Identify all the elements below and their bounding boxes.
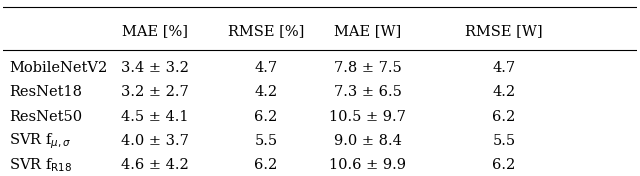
Text: 4.2: 4.2 — [492, 85, 516, 99]
Text: 10.5 ± 9.7: 10.5 ± 9.7 — [329, 109, 406, 124]
Text: 6.2: 6.2 — [492, 158, 516, 172]
Text: 7.8 ± 7.5: 7.8 ± 7.5 — [333, 61, 401, 75]
Text: 4.7: 4.7 — [255, 61, 278, 75]
Text: 9.0 ± 8.4: 9.0 ± 8.4 — [333, 134, 401, 148]
Text: RMSE [W]: RMSE [W] — [465, 25, 543, 39]
Text: 10.6 ± 9.9: 10.6 ± 9.9 — [329, 158, 406, 172]
Text: MAE [W]: MAE [W] — [334, 25, 401, 39]
Text: ResNet50: ResNet50 — [9, 109, 83, 124]
Text: 4.0 ± 3.7: 4.0 ± 3.7 — [121, 134, 189, 148]
Text: 4.6 ± 4.2: 4.6 ± 4.2 — [121, 158, 189, 172]
Text: 4.2: 4.2 — [255, 85, 278, 99]
Text: 6.2: 6.2 — [255, 158, 278, 172]
Text: 5.5: 5.5 — [255, 134, 278, 148]
Text: 7.3 ± 6.5: 7.3 ± 6.5 — [333, 85, 401, 99]
Text: 6.2: 6.2 — [255, 109, 278, 124]
Text: MobileNetV2: MobileNetV2 — [9, 61, 108, 75]
Text: 4.5 ± 4.1: 4.5 ± 4.1 — [122, 109, 189, 124]
Text: 6.2: 6.2 — [492, 109, 516, 124]
Text: SVR f$_{\mathrm{R18}}$: SVR f$_{\mathrm{R18}}$ — [9, 157, 72, 174]
Text: RMSE [%]: RMSE [%] — [228, 25, 304, 39]
Text: MAE [%]: MAE [%] — [122, 25, 188, 39]
Text: ResNet18: ResNet18 — [9, 85, 82, 99]
Text: 3.2 ± 2.7: 3.2 ± 2.7 — [121, 85, 189, 99]
Text: 4.7: 4.7 — [492, 61, 516, 75]
Text: 3.4 ± 3.2: 3.4 ± 3.2 — [121, 61, 189, 75]
Text: SVR f$_{\mu,\sigma}$: SVR f$_{\mu,\sigma}$ — [9, 131, 72, 151]
Text: 5.5: 5.5 — [492, 134, 516, 148]
